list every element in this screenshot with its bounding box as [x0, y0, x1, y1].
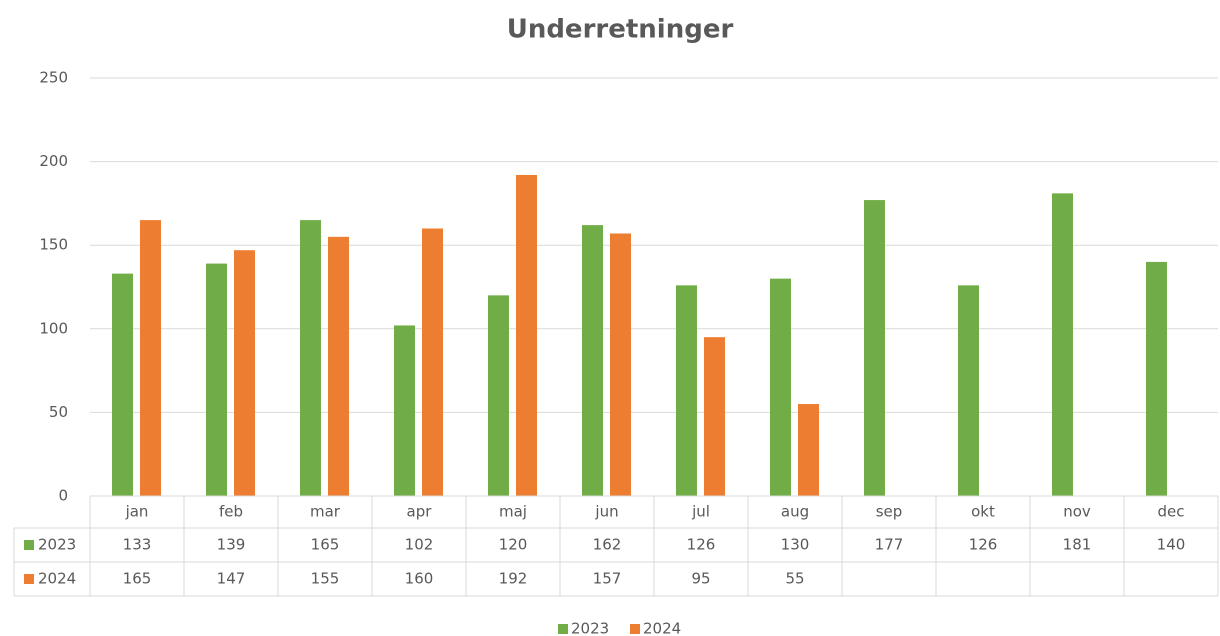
bar [582, 225, 603, 497]
legend-label: 2024 [643, 620, 681, 636]
y-tick-label: 50 [49, 403, 68, 421]
table-value: 126 [687, 536, 716, 554]
x-tick-label: jan [125, 503, 149, 521]
bar [328, 236, 349, 496]
chart-title: Underretninger [507, 15, 734, 45]
x-tick-label: jul [691, 503, 710, 521]
bar [300, 220, 321, 496]
table-value: 120 [499, 536, 528, 554]
y-tick-label: 100 [39, 319, 68, 337]
y-tick-label: 0 [58, 487, 68, 505]
bar [798, 404, 819, 496]
bar [770, 278, 791, 496]
x-tick-label: maj [499, 503, 527, 521]
table-value: 192 [499, 570, 528, 588]
table-value: 102 [405, 536, 434, 554]
bar [516, 174, 537, 496]
y-tick-label: 150 [39, 236, 68, 254]
table-value: 157 [593, 570, 622, 588]
bar [958, 285, 979, 496]
table-value: 55 [785, 570, 804, 588]
bar [704, 337, 725, 496]
bar [1146, 261, 1167, 496]
bar [488, 295, 509, 496]
bar [422, 228, 443, 497]
table-value: 139 [217, 536, 246, 554]
legend-key [558, 624, 568, 634]
legend-key [24, 574, 34, 584]
table-value: 165 [123, 570, 152, 588]
legend-label: 2023 [571, 620, 609, 636]
table-value: 162 [593, 536, 622, 554]
x-tick-label: apr [407, 503, 433, 521]
table-value: 165 [311, 536, 340, 554]
table-value: 126 [969, 536, 998, 554]
bar [140, 220, 161, 496]
table-value: 160 [405, 570, 434, 588]
bar [864, 200, 885, 496]
series-name: 2023 [38, 536, 76, 554]
table-value: 147 [217, 570, 246, 588]
table-value: 155 [311, 570, 340, 588]
bar [610, 233, 631, 496]
bar [206, 263, 227, 496]
table-value: 133 [123, 536, 152, 554]
table-value: 140 [1157, 536, 1186, 554]
bar [112, 273, 133, 496]
x-tick-label: feb [219, 503, 243, 521]
bar [1052, 193, 1073, 497]
table-value: 130 [781, 536, 810, 554]
bar [676, 285, 697, 496]
bar [234, 250, 255, 496]
x-tick-label: jun [594, 503, 618, 521]
y-tick-label: 250 [39, 69, 68, 87]
x-tick-label: okt [971, 503, 995, 521]
table-value: 95 [691, 570, 710, 588]
legend-key [24, 540, 34, 550]
bar [394, 325, 415, 496]
series-name: 2024 [38, 570, 76, 588]
x-tick-label: mar [310, 503, 341, 521]
x-tick-label: nov [1063, 503, 1091, 521]
table-value: 177 [875, 536, 904, 554]
x-tick-label: dec [1158, 503, 1185, 521]
x-tick-label: aug [781, 503, 809, 521]
x-tick-label: sep [876, 503, 903, 521]
y-tick-label: 200 [39, 152, 68, 170]
legend-key [630, 624, 640, 634]
table-value: 181 [1063, 536, 1092, 554]
